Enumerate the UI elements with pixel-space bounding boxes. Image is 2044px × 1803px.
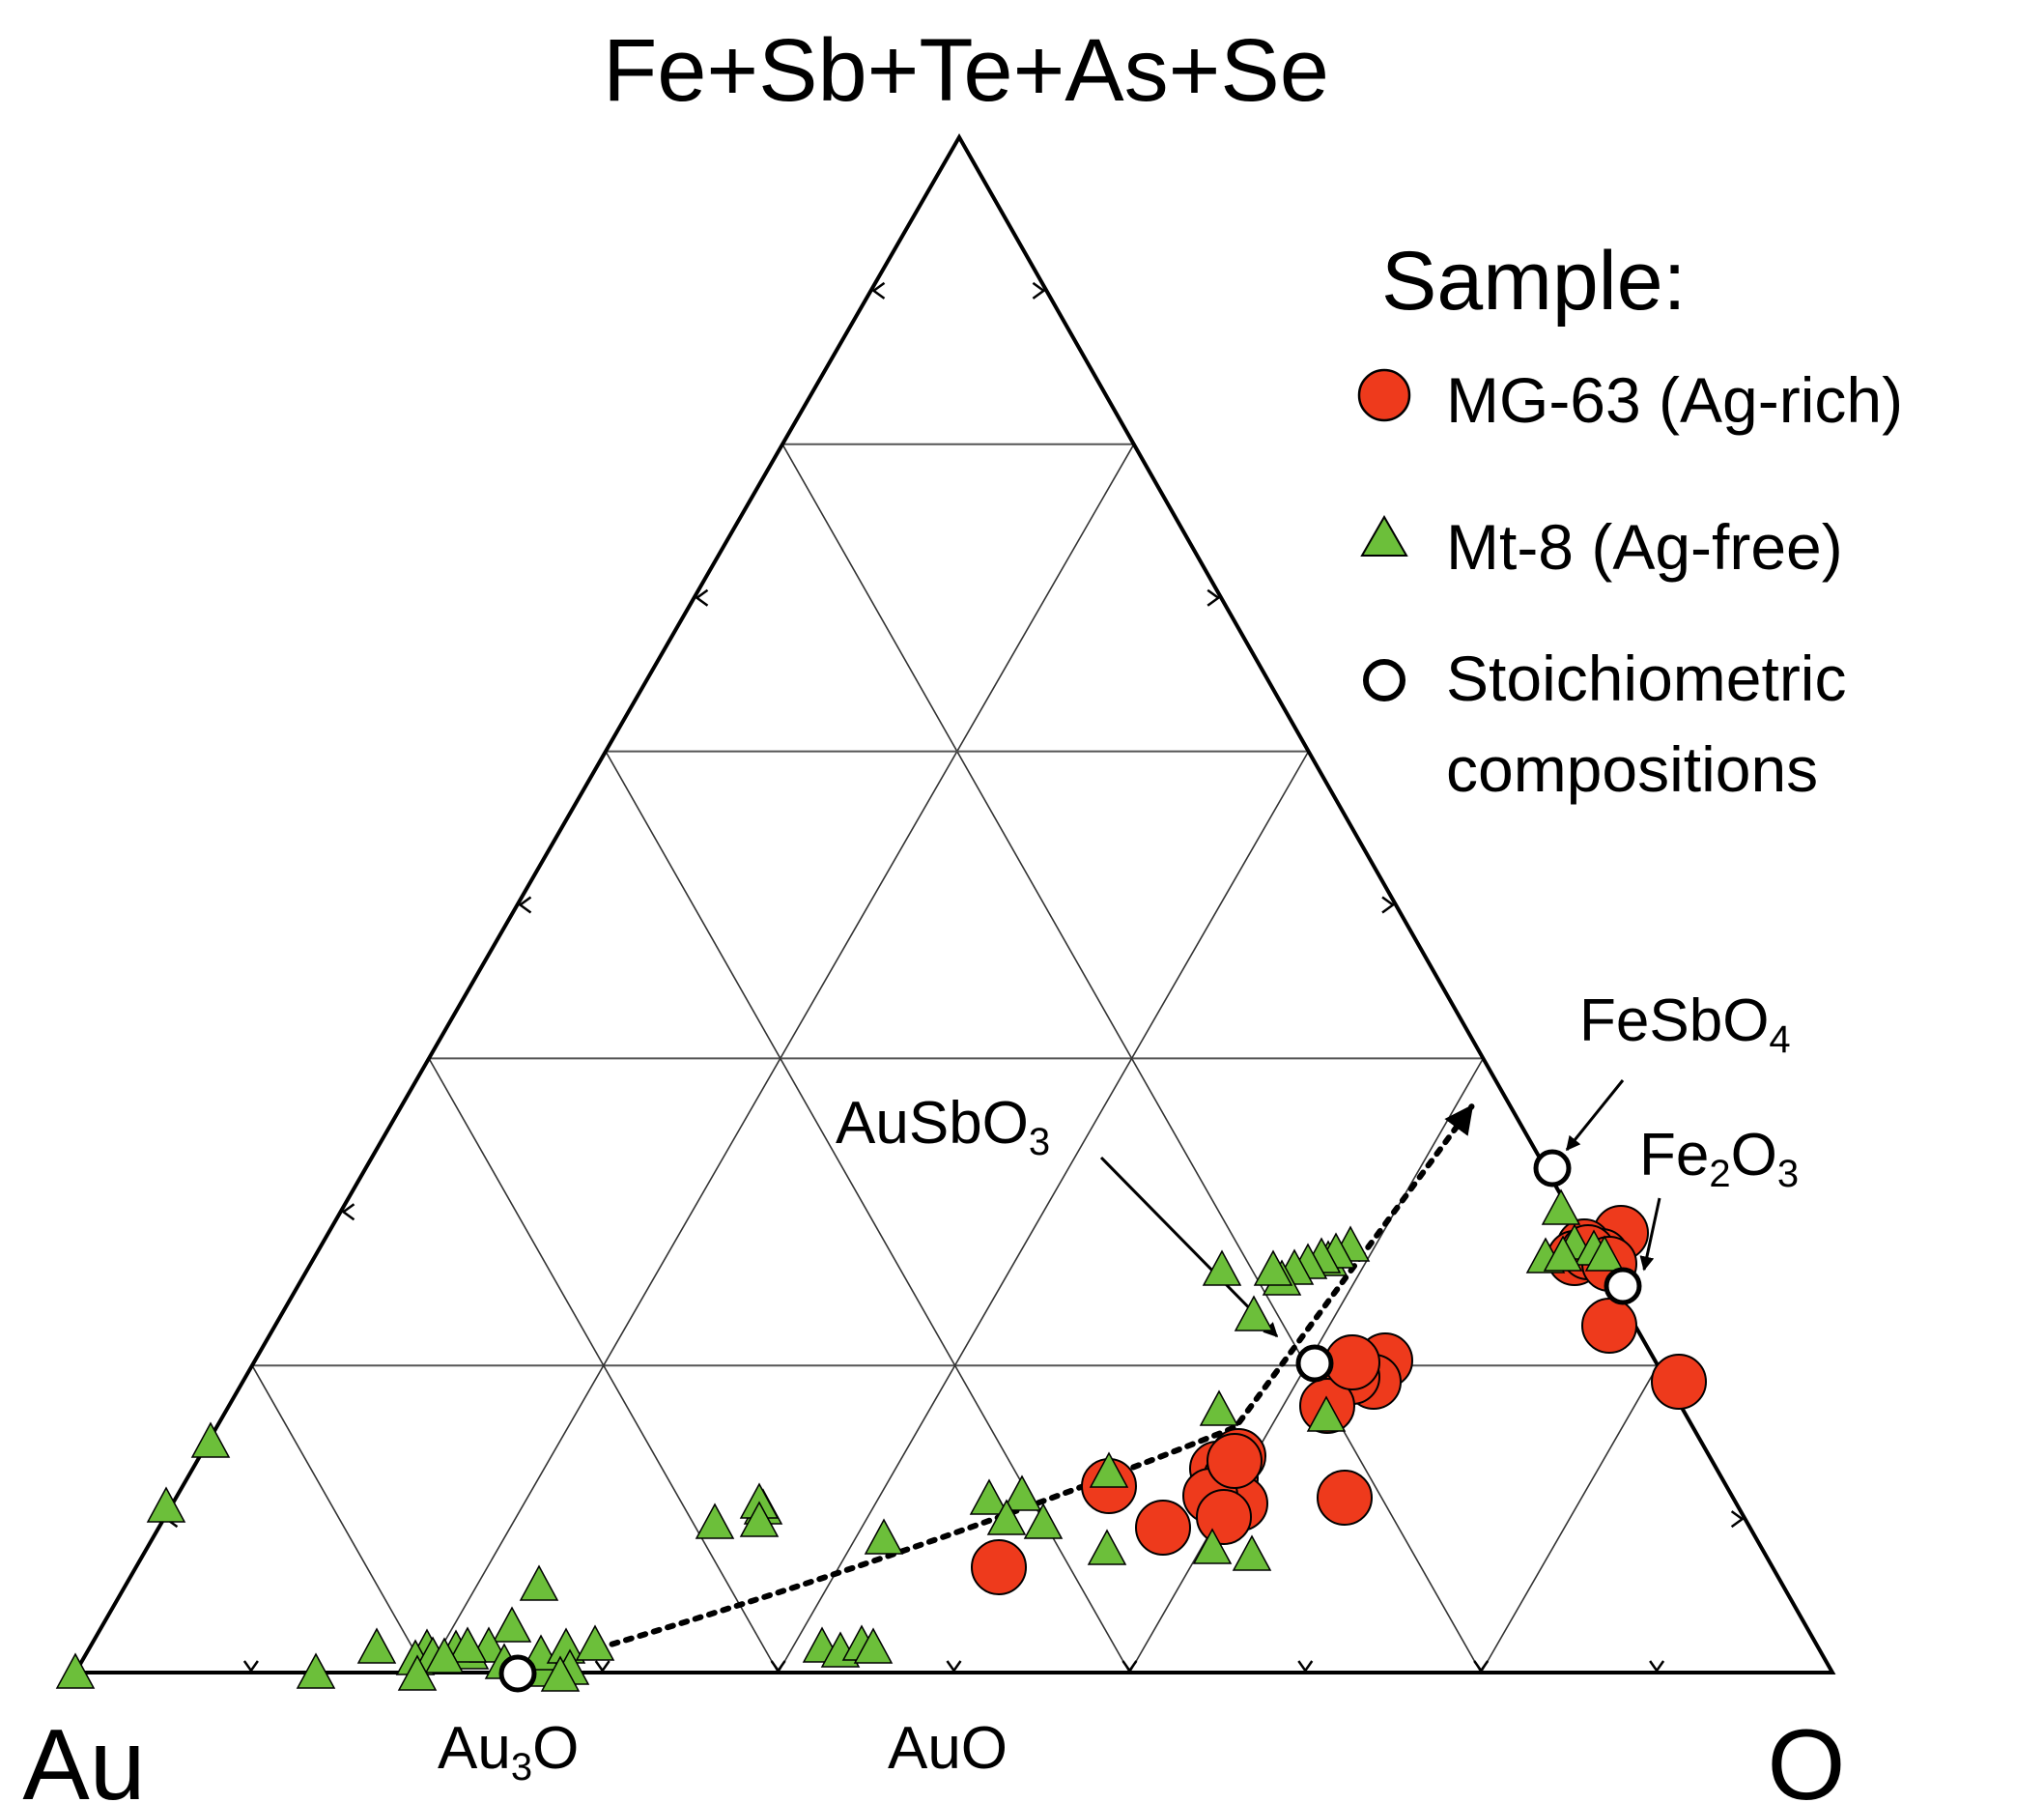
point-mt8 xyxy=(190,1421,231,1458)
point-mt8 xyxy=(1234,1295,1274,1331)
apex-label-left: Au xyxy=(22,1709,145,1803)
point-mt8 xyxy=(356,1627,397,1664)
tick-mark xyxy=(518,896,532,914)
point-mt8 xyxy=(1202,1249,1242,1286)
point-mt8 xyxy=(575,1624,615,1661)
label-fe2o3-sub: 2 xyxy=(1709,1153,1730,1195)
tick-mark xyxy=(1381,896,1396,914)
label-fesbo4: FeSbO4 xyxy=(1579,987,1791,1061)
point-mg63 xyxy=(1207,1433,1263,1489)
point-mt8 xyxy=(1543,1235,1583,1272)
point-mg63 xyxy=(1135,1500,1191,1556)
point-mg63 xyxy=(1581,1298,1637,1354)
point-mt8 xyxy=(986,1499,1027,1535)
point-mt8 xyxy=(739,1501,780,1537)
point-mt8 xyxy=(447,1626,488,1663)
point-mt8 xyxy=(146,1486,186,1523)
grid-line xyxy=(428,1058,780,1674)
point-mg63 xyxy=(1317,1470,1373,1526)
point-mt8 xyxy=(969,1478,1009,1515)
grid-line xyxy=(1480,1364,1659,1674)
stoichiometric-point-2 xyxy=(1533,1149,1572,1188)
label-fe2o3-sub2: 3 xyxy=(1777,1153,1799,1195)
label-au3o: Au3O xyxy=(438,1715,579,1789)
stoichiometric-point-0 xyxy=(498,1654,537,1693)
legend-marker-stoich xyxy=(1363,659,1405,701)
grid-line xyxy=(251,1364,428,1674)
point-mt8 xyxy=(1002,1474,1042,1511)
point-mt8 xyxy=(540,1655,581,1692)
tick-mark xyxy=(946,1660,962,1674)
label-ausbo3-sub: 3 xyxy=(1029,1121,1050,1163)
legend-marker-mg63 xyxy=(1357,368,1411,422)
legend: Sample: MG-63 (Ag-rich) Mt-8 (Ag-free) S… xyxy=(1357,235,1903,805)
point-mt8 xyxy=(853,1627,894,1664)
stoichiometric-point-1 xyxy=(1295,1344,1334,1383)
data-points xyxy=(55,1149,1707,1693)
point-mt8 xyxy=(296,1652,336,1689)
point-mg63 xyxy=(1196,1489,1252,1545)
point-mt8 xyxy=(1584,1235,1625,1272)
point-mt8 xyxy=(1232,1534,1272,1571)
tick-mark xyxy=(770,1660,786,1674)
annotation-arrows xyxy=(511,1079,1661,1675)
tick-mark xyxy=(341,1203,355,1221)
point-mg63 xyxy=(971,1539,1027,1595)
point-mt8 xyxy=(1253,1249,1293,1286)
stoichiometric-point-3 xyxy=(1604,1267,1642,1305)
tick-mark xyxy=(1649,1660,1665,1674)
legend-label-stoich-line2: compositions xyxy=(1446,733,1818,805)
point-mt8 xyxy=(1199,1389,1239,1426)
apex-label-right: O xyxy=(1768,1709,1846,1803)
tick-mark xyxy=(871,281,886,300)
legend-label-stoich: Stoichiometric xyxy=(1446,643,1846,714)
triangle-outline xyxy=(71,132,1836,1674)
label-ausbo3: AuSbO3 xyxy=(836,1090,1050,1163)
annotation-arrow-2 xyxy=(1639,1197,1661,1272)
point-mt8 xyxy=(1087,1529,1127,1565)
point-mt8 xyxy=(1023,1502,1064,1539)
grid-lines xyxy=(251,443,1659,1674)
legend-marker-mt8 xyxy=(1360,514,1408,557)
tick-mark xyxy=(594,1660,610,1674)
point-mt8 xyxy=(55,1652,96,1689)
legend-label-mg63: MG-63 (Ag-rich) xyxy=(1446,364,1903,436)
point-mt8 xyxy=(864,1518,904,1555)
label-auo: AuO xyxy=(888,1715,1008,1782)
point-mt8 xyxy=(1192,1528,1233,1564)
apex-label-top: Fe+Sb+Te+As+Se xyxy=(603,21,1329,120)
point-mt8 xyxy=(424,1637,465,1674)
point-mt8 xyxy=(1089,1451,1129,1488)
tick-mark xyxy=(242,1660,259,1674)
axis-ticks xyxy=(164,281,1745,1674)
point-mt8 xyxy=(695,1502,735,1539)
point-mt8 xyxy=(492,1606,532,1643)
tick-mark xyxy=(1473,1660,1490,1674)
trend-arrow xyxy=(511,1103,1475,1675)
tick-mark xyxy=(1297,1660,1314,1674)
point-mt8 xyxy=(1541,1188,1581,1225)
label-au3o-sub: 3 xyxy=(511,1746,532,1789)
point-mg63 xyxy=(1651,1354,1707,1410)
point-mt8 xyxy=(1306,1395,1347,1432)
tick-mark xyxy=(1730,1510,1745,1529)
legend-label-mt8: Mt-8 (Ag-free) xyxy=(1446,511,1843,583)
tick-mark xyxy=(1207,588,1221,607)
point-mt8 xyxy=(519,1564,559,1601)
tick-mark xyxy=(1032,281,1046,300)
legend-title: Sample: xyxy=(1381,235,1687,328)
tick-mark xyxy=(1121,1660,1138,1674)
label-fe2o3: Fe2O3 xyxy=(1639,1122,1799,1195)
label-fesbo4-sub: 4 xyxy=(1769,1018,1790,1061)
grid-line xyxy=(777,751,1310,1674)
annotation-arrow-1 xyxy=(1565,1079,1625,1152)
tick-mark xyxy=(695,588,709,607)
point-mt8 xyxy=(397,1654,438,1691)
